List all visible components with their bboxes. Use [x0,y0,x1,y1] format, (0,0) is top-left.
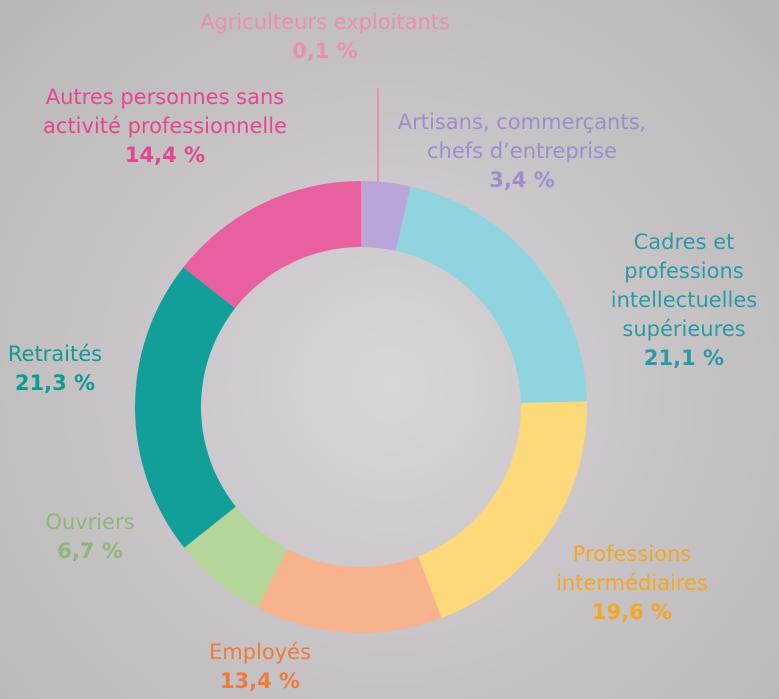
category-name: Agriculteurs exploitants [165,8,485,37]
value-label: 19,6 % [527,598,737,627]
category-name: Artisans, commerçants, chefs d’entrepris… [392,108,652,166]
segment-label: Artisans, commerçants, chefs d’entrepris… [392,108,652,195]
category-name: Employés [160,638,360,667]
category-name: Ouvriers [30,508,150,537]
category-name: Retraités [0,340,110,369]
category-name: Autres personnes sans activité professio… [30,83,300,141]
page: {"chart_data": {"type": "donut", "catego… [0,0,779,699]
value-label: 14,4 % [30,141,300,170]
value-label: 21,1 % [584,344,779,373]
value-label: 21,3 % [0,369,110,398]
category-name: Professions intermédiaires [527,540,737,598]
segment-label: Cadres et professions intellectuelles su… [584,228,779,373]
value-label: 3,4 % [392,166,652,195]
value-label: 13,4 % [160,667,360,696]
donut-segment [135,267,236,547]
value-label: 6,7 % [30,537,150,566]
value-label: 0,1 % [165,37,485,66]
category-name: Cadres et professions intellectuelles su… [584,228,779,344]
segment-label: Autres personnes sans activité professio… [30,83,300,170]
donut-segment [257,549,441,633]
donut-segment [396,186,587,403]
